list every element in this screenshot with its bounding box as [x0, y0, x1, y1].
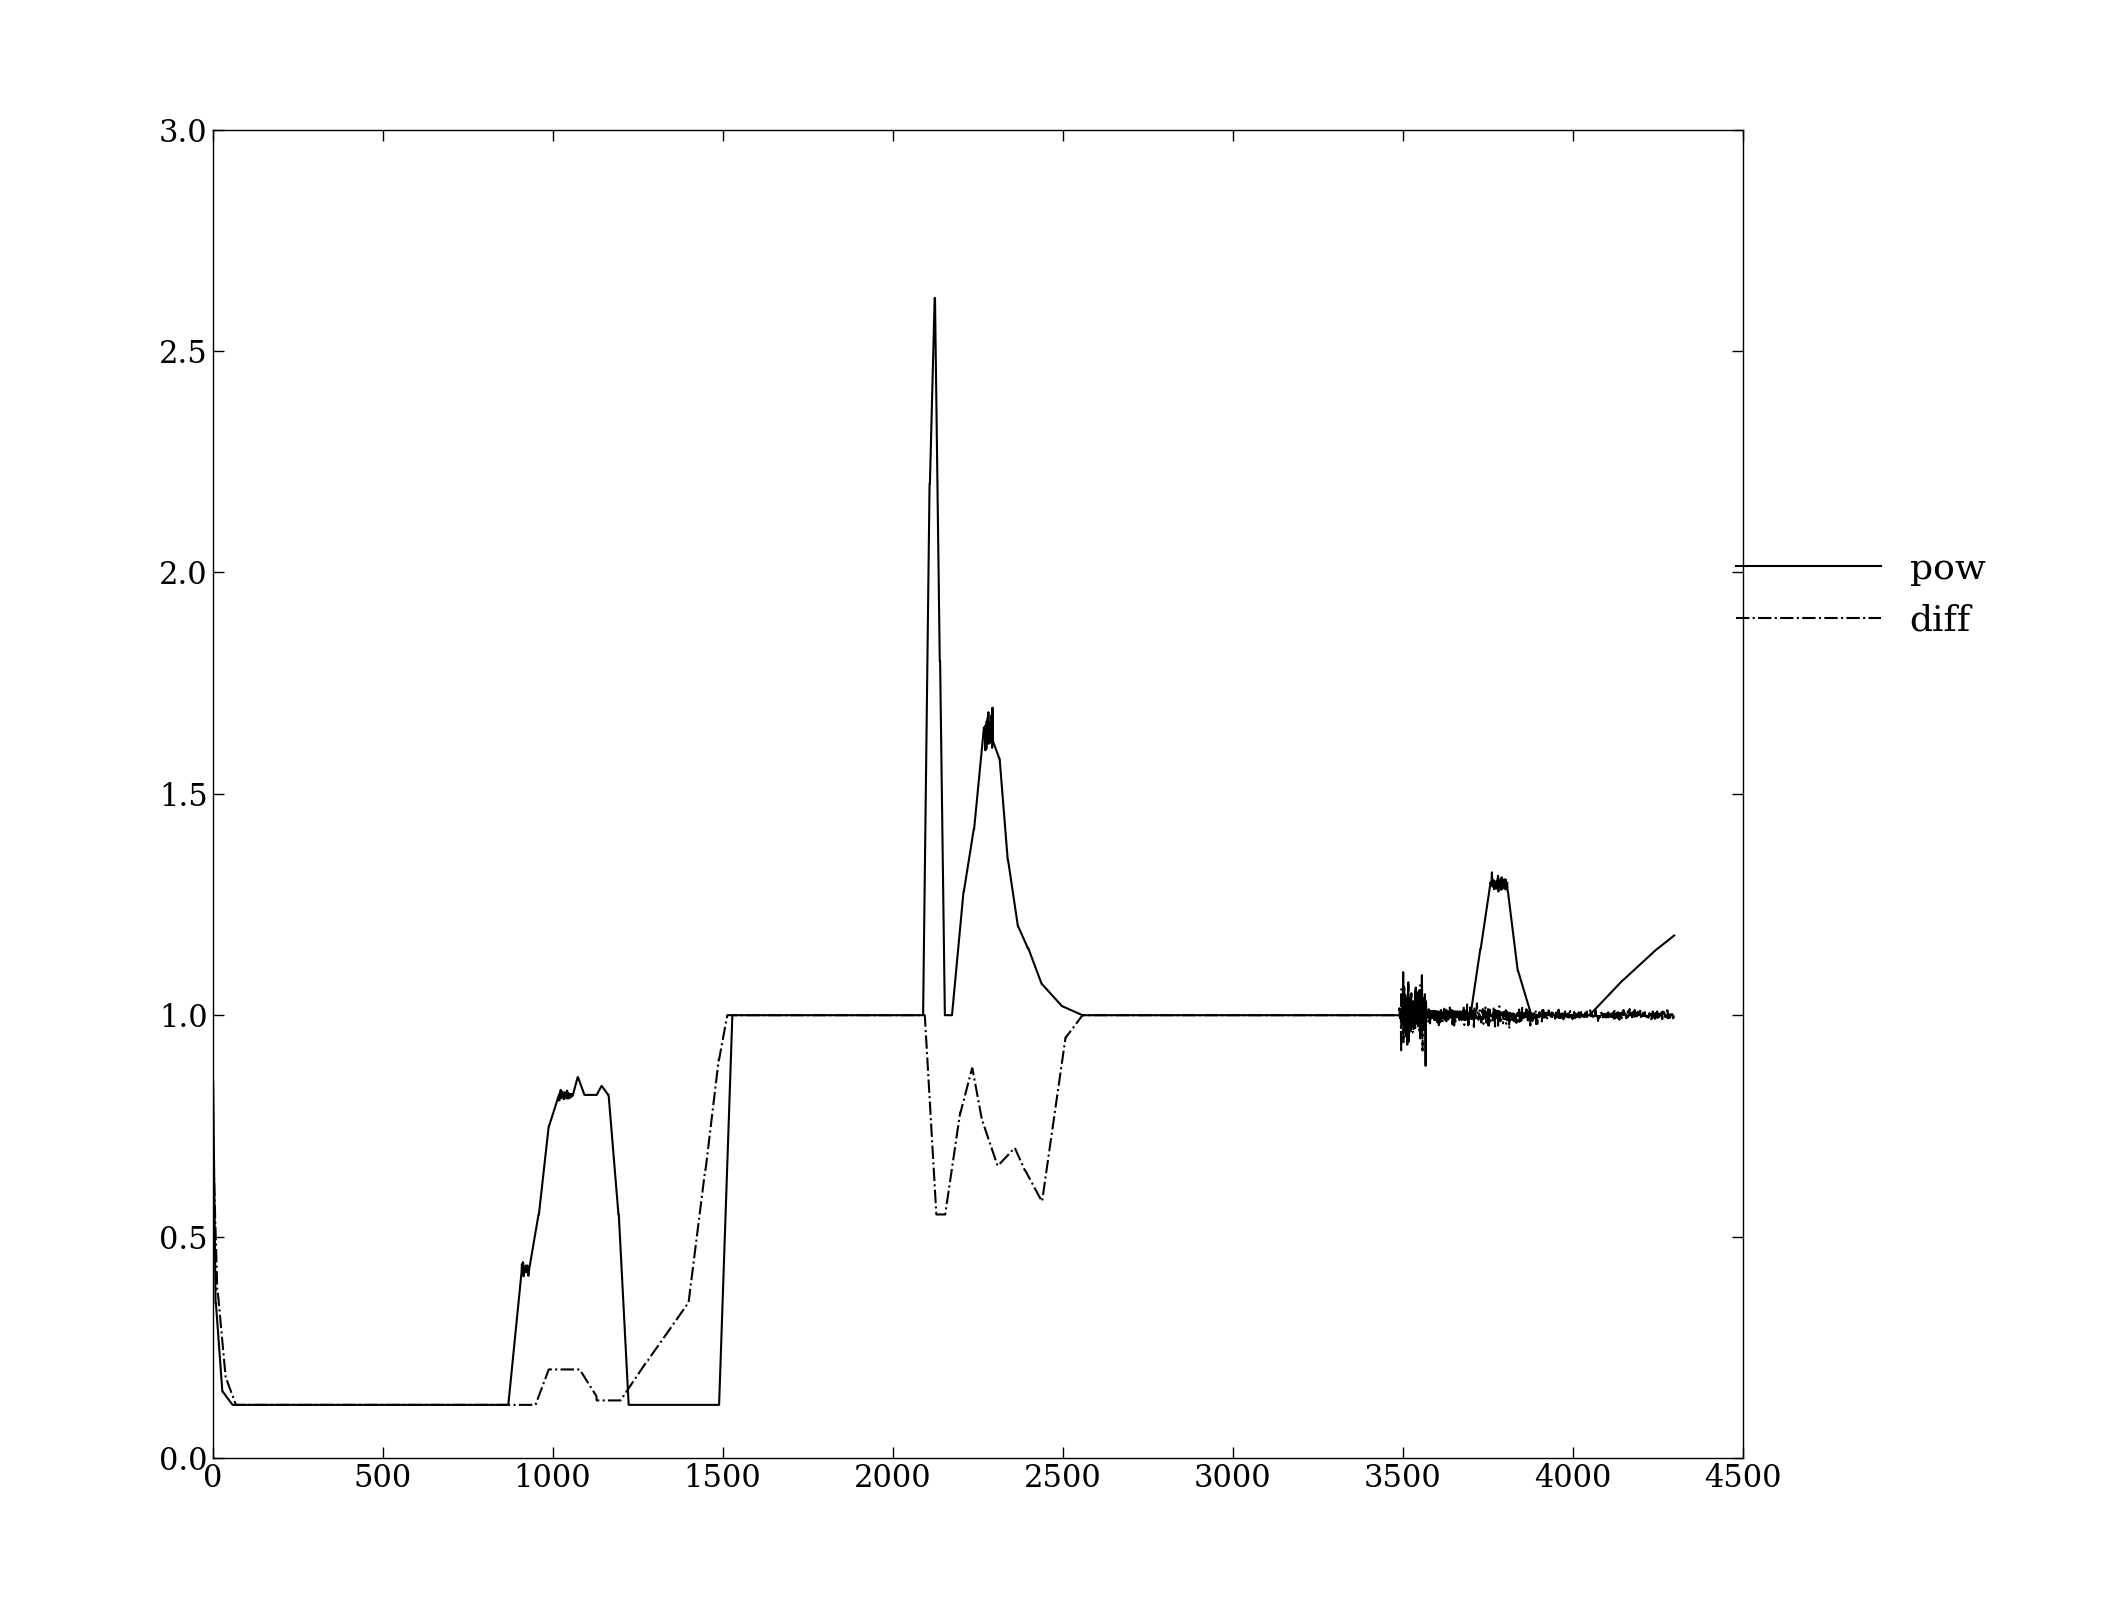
- pow: [219, 1395, 244, 1414]
- diff: [1324, 1006, 1349, 1025]
- diff: [200, 1042, 225, 1061]
- pow: [1324, 1006, 1349, 1025]
- diff: [223, 1395, 249, 1414]
- Legend: pow, diff: pow, diff: [1721, 538, 2000, 651]
- diff: [1001, 1139, 1026, 1158]
- diff: [344, 1395, 370, 1414]
- diff: [1396, 975, 1422, 995]
- Line: diff: diff: [212, 985, 1675, 1405]
- pow: [410, 1395, 436, 1414]
- pow: [1545, 1006, 1570, 1025]
- pow: [922, 288, 948, 308]
- pow: [1594, 987, 1619, 1006]
- pow: [344, 1395, 370, 1414]
- diff: [1662, 1006, 1687, 1025]
- diff: [1594, 1006, 1619, 1025]
- diff: [1545, 1006, 1570, 1025]
- pow: [200, 1006, 225, 1025]
- pow: [1662, 925, 1687, 944]
- Line: pow: pow: [212, 298, 1675, 1405]
- pow: [1001, 894, 1026, 914]
- diff: [410, 1395, 436, 1414]
